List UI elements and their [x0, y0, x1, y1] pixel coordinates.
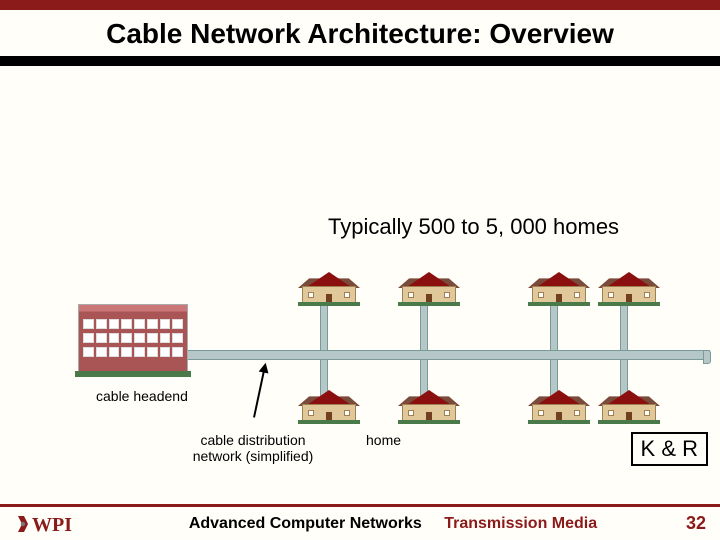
home-icon: [398, 388, 460, 424]
cable-diagram: [0, 260, 720, 440]
page-number: 32: [686, 513, 706, 534]
drop-cable: [550, 306, 558, 350]
drop-cable: [620, 306, 628, 350]
slide: Cable Network Architecture: Overview Typ…: [0, 0, 720, 540]
drop-cable: [320, 306, 328, 350]
home-icon: [528, 270, 590, 306]
home-icon: [298, 270, 360, 306]
home-label: home: [366, 432, 401, 448]
footer: WPI Advanced Computer Networks Transmiss…: [0, 504, 720, 540]
slide-title: Cable Network Architecture: Overview: [0, 18, 720, 50]
home-icon: [528, 388, 590, 424]
title-bar: Cable Network Architecture: Overview: [0, 0, 720, 66]
distribution-label: cable distribution network (simplified): [178, 432, 328, 464]
caption-text: Typically 500 to 5, 000 homes: [328, 214, 619, 240]
svg-text:WPI: WPI: [32, 514, 72, 536]
drop-cable: [420, 306, 428, 350]
footer-center: Advanced Computer Networks Transmission …: [100, 515, 686, 533]
home-icon: [398, 270, 460, 306]
home-icon: [598, 270, 660, 306]
headend-label: cable headend: [96, 388, 188, 404]
home-icon: [598, 388, 660, 424]
home-icon: [298, 388, 360, 424]
wpi-logo: WPI: [14, 512, 100, 536]
headend-building: [78, 304, 188, 372]
attribution-box: K & R: [631, 432, 708, 466]
